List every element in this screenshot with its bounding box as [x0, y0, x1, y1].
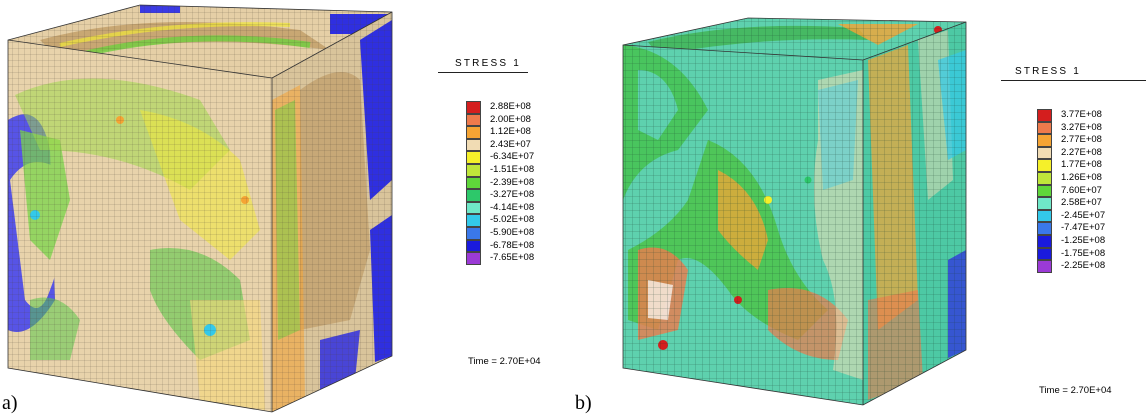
legend-row: -1.51E+08 [466, 163, 535, 177]
legend-row: 2.27E+08 [1037, 146, 1105, 160]
legend-label: 7.60E+07 [1061, 184, 1102, 196]
legend-entries: 2.88E+08 2.00E+08 1.12E+08 2.43E+07 -6.3… [466, 101, 534, 265]
legend-label: -1.75E+08 [1061, 247, 1106, 259]
legend-label: -7.47E+07 [1061, 222, 1106, 234]
legend-swatch [1037, 260, 1052, 273]
legend-label: 2.77E+08 [1061, 134, 1102, 146]
legend-swatch [1037, 134, 1052, 147]
legend-label: -5.02E+08 [490, 214, 535, 226]
legend-swatch [466, 151, 481, 164]
legend-row: -7.47E+07 [1037, 222, 1105, 235]
legend-row: 2.00E+08 [466, 113, 534, 127]
legend-swatch [466, 201, 481, 215]
legend-row: 3.27E+08 [1037, 121, 1105, 135]
legend-label: 1.77E+08 [1061, 159, 1102, 171]
legend-row: 1.12E+08 [466, 126, 534, 139]
legend-swatch [1037, 197, 1052, 210]
legend-swatch [1037, 109, 1052, 122]
legend-rule [1001, 80, 1146, 81]
legend-swatch [466, 189, 481, 202]
legend-label: 2.88E+08 [490, 101, 531, 112]
legend-rule [438, 72, 528, 73]
legend-label: -4.14E+08 [490, 201, 535, 213]
legend-row: -7.65E+08 [466, 252, 534, 265]
legend-label: 2.58E+07 [1061, 197, 1102, 209]
legend-label: 2.00E+08 [490, 113, 531, 125]
legend-row: -1.25E+08 [1037, 234, 1106, 248]
legend-label: -7.65E+08 [490, 252, 535, 264]
legend-label: -2.45E+07 [1061, 209, 1106, 221]
legend-label: 2.43E+07 [490, 138, 531, 150]
legend-swatch [1037, 171, 1052, 185]
legend-swatch [466, 138, 481, 152]
legend-row: -5.02E+08 [466, 214, 534, 227]
legend-row: 1.26E+08 [1037, 171, 1105, 185]
legend-label: -6.34E+07 [490, 151, 535, 163]
legend-entries: 3.77E+08 3.27E+08 2.77E+08 2.27E+08 1.77… [1037, 109, 1105, 273]
legend-swatch [1037, 247, 1052, 261]
legend-label: -1.51E+08 [490, 163, 535, 175]
legend-row: -4.14E+08 [466, 201, 535, 215]
legend-swatch [1037, 222, 1052, 235]
legend-row: -1.75E+08 [1037, 247, 1106, 261]
legend-label: 1.12E+08 [490, 126, 531, 138]
panel-caption: a) [2, 392, 18, 414]
legend-swatch [466, 113, 481, 127]
legend-row: -6.78E+08 [466, 239, 535, 253]
legend-row: 7.60E+07 [1037, 184, 1105, 198]
legend-row: -6.34E+07 [466, 151, 534, 164]
legend-swatch [466, 176, 481, 190]
stress-cube-b [622, 17, 967, 406]
legend-row: -2.45E+07 [1037, 209, 1106, 223]
legend-row: 2.77E+08 [1037, 134, 1105, 147]
legend-label: -2.39E+08 [490, 176, 535, 188]
legend-label: -5.90E+08 [490, 226, 535, 238]
legend-swatch [466, 214, 481, 227]
legend-swatch [466, 101, 481, 114]
legend-label: -2.25E+08 [1061, 260, 1106, 272]
legend-swatch [1037, 234, 1052, 248]
panel-b: STRESS 1 3.77E+08 3.27E+08 2.77E+08 2.27… [573, 0, 1146, 419]
legend-swatch [1037, 121, 1052, 135]
legend-label: 3.27E+08 [1061, 121, 1102, 133]
legend-swatch [466, 126, 481, 139]
legend-row: 2.88E+08 [466, 101, 534, 114]
legend-swatch [466, 163, 481, 177]
legend-label: -6.78E+08 [490, 239, 535, 251]
legend-title: STRESS 1 [1015, 66, 1081, 77]
panel-a: STRESS 1 2.88E+08 2.00E+08 1.12E+08 2.43… [2, 4, 541, 414]
legend-swatch [1037, 209, 1052, 223]
legend-label: -3.27E+08 [490, 189, 535, 201]
legend-label: 1.26E+08 [1061, 171, 1102, 183]
time-label: Time = 2.70E+04 [1039, 385, 1112, 396]
legend-label: 3.77E+08 [1061, 109, 1102, 120]
legend-row: -2.39E+08 [466, 176, 535, 190]
legend-label: 2.27E+08 [1061, 146, 1102, 158]
legend-row: 1.77E+08 [1037, 159, 1105, 172]
legend-swatch [466, 252, 481, 265]
legend-row: -5.90E+08 [466, 226, 535, 240]
legend-row: 2.58E+07 [1037, 197, 1105, 210]
legend-row: -3.27E+08 [466, 189, 534, 202]
legend-row: -2.25E+08 [1037, 260, 1105, 273]
panel-caption: b) [575, 392, 592, 414]
legend-label: -1.25E+08 [1061, 234, 1106, 246]
legend-title: STRESS 1 [455, 58, 521, 69]
legend-row: 2.43E+07 [466, 138, 534, 152]
legend-swatch [1037, 146, 1052, 160]
legend-swatch [1037, 184, 1052, 198]
time-label: Time = 2.70E+04 [468, 356, 541, 367]
legend-swatch [466, 239, 481, 253]
legend-row: 3.77E+08 [1037, 109, 1105, 122]
legend-swatch [466, 226, 481, 240]
stress-cube-a [7, 4, 393, 413]
legend-swatch [1037, 159, 1052, 172]
